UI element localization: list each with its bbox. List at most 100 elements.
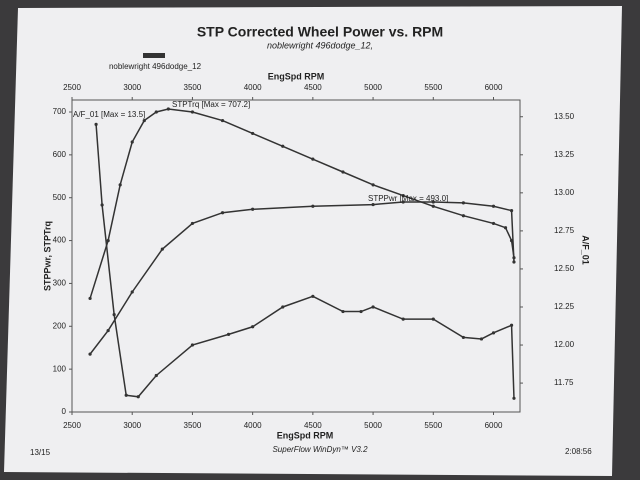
data-point — [509, 323, 514, 327]
data-point — [341, 309, 345, 314]
data-point — [106, 328, 110, 333]
y2-tick-label: 13.50 — [554, 112, 575, 121]
data-point — [88, 296, 92, 301]
data-point — [118, 183, 122, 187]
y-tick-label: 500 — [53, 193, 67, 202]
data-point — [491, 204, 496, 208]
data-point — [491, 221, 496, 226]
data-point — [371, 305, 375, 309]
y-tick-label: 600 — [53, 150, 67, 159]
chart-title: STP Corrected Wheel Power vs. RPM — [197, 24, 443, 40]
x-axis-title: EngSpd RPM — [277, 430, 334, 440]
data-point — [94, 122, 98, 126]
data-point — [154, 373, 158, 378]
x-axis-title-top: EngSpd RPM — [268, 71, 325, 81]
data-point — [512, 396, 516, 400]
data-point — [461, 201, 465, 205]
data-point — [251, 131, 255, 136]
data-point — [341, 170, 345, 174]
data-point — [88, 352, 92, 356]
data-point — [401, 200, 405, 204]
x-tick-label: 5500 — [424, 421, 442, 430]
data-point — [112, 312, 116, 317]
x-tick-label: 4500 — [304, 421, 322, 430]
data-point — [142, 118, 146, 123]
data-point — [220, 118, 225, 123]
y2-tick-label: 12.75 — [554, 226, 575, 235]
y-axis-title: STPPwr, STPTrq — [42, 221, 52, 291]
y-tick-label: 700 — [53, 107, 67, 116]
x-tick-label-top: 3000 — [123, 83, 141, 92]
legend-swatch — [143, 53, 165, 58]
data-point — [311, 294, 315, 298]
annotation: STPTrq [Max = 707.2] — [172, 100, 250, 109]
legend-label: noblewright 496dodge_12 — [109, 62, 202, 71]
y2-tick-label: 12.50 — [554, 264, 575, 273]
time: 2:08:56 — [565, 447, 592, 456]
x-tick-label-top: 6000 — [485, 83, 503, 92]
data-point — [512, 260, 516, 264]
x-tick-label: 3500 — [184, 421, 202, 430]
x-tick-label: 2500 — [63, 421, 81, 430]
data-point — [281, 305, 285, 309]
data-point — [251, 207, 255, 211]
x-tick-label: 6000 — [485, 421, 503, 430]
x-tick-label-top: 3500 — [184, 83, 202, 92]
plot-frame — [71, 99, 521, 413]
y2-tick-label: 13.00 — [554, 188, 575, 197]
y2-tick-label: 12.25 — [554, 302, 575, 311]
data-point — [461, 214, 465, 218]
y-tick-label: 200 — [53, 321, 67, 330]
data-point — [166, 107, 170, 111]
data-point — [461, 335, 465, 340]
data-point — [130, 290, 134, 294]
x-tick-label: 4000 — [244, 421, 262, 430]
annotation: A/F_01 [Max = 13.5] — [73, 110, 145, 119]
data-point — [190, 110, 195, 114]
data-point — [154, 110, 158, 114]
data-point — [190, 343, 195, 347]
data-point — [251, 325, 255, 329]
y2-axis-title: A/F_01 — [581, 235, 591, 265]
chart-subtitle: noblewright 496dodge_12, — [267, 40, 373, 50]
x-tick-label-top: 5000 — [364, 83, 382, 92]
data-point — [503, 226, 508, 230]
data-point — [130, 140, 134, 144]
data-point — [371, 202, 375, 207]
date: 13/15 — [30, 448, 51, 457]
data-point — [431, 200, 435, 204]
x-tick-label-top: 4000 — [244, 83, 262, 92]
x-tick-label-top: 2500 — [63, 83, 81, 92]
data-point — [100, 203, 104, 207]
data-point — [431, 317, 435, 321]
x-tick-label-top: 4500 — [304, 83, 322, 92]
footer: SuperFlow WinDyn™ V3.2 — [272, 445, 368, 454]
data-point — [281, 144, 285, 148]
data-point — [226, 332, 231, 336]
data-point — [106, 238, 110, 243]
data-point — [136, 395, 140, 399]
data-point — [190, 221, 195, 226]
data-point — [431, 204, 435, 208]
paper — [4, 6, 622, 476]
data-point — [220, 211, 225, 215]
data-point — [124, 393, 128, 397]
x-tick-label: 3000 — [123, 421, 141, 430]
data-point — [509, 208, 514, 213]
y-tick-label: 400 — [53, 236, 67, 245]
x-tick-label-top: 5500 — [424, 83, 442, 92]
data-point — [311, 157, 315, 161]
y2-tick-label: 12.00 — [554, 340, 575, 349]
y-tick-label: 300 — [53, 279, 67, 288]
data-point — [401, 193, 405, 198]
data-point — [491, 331, 496, 335]
y2-tick-label: 11.75 — [554, 378, 574, 387]
annotation: STPPwr [Max = 493.0] — [368, 194, 448, 203]
data-point — [479, 337, 484, 341]
y-tick-label: 100 — [53, 364, 67, 373]
x-tick-label: 5000 — [364, 421, 382, 430]
data-point — [371, 183, 375, 187]
data-point — [401, 317, 405, 321]
data-point — [311, 204, 315, 208]
